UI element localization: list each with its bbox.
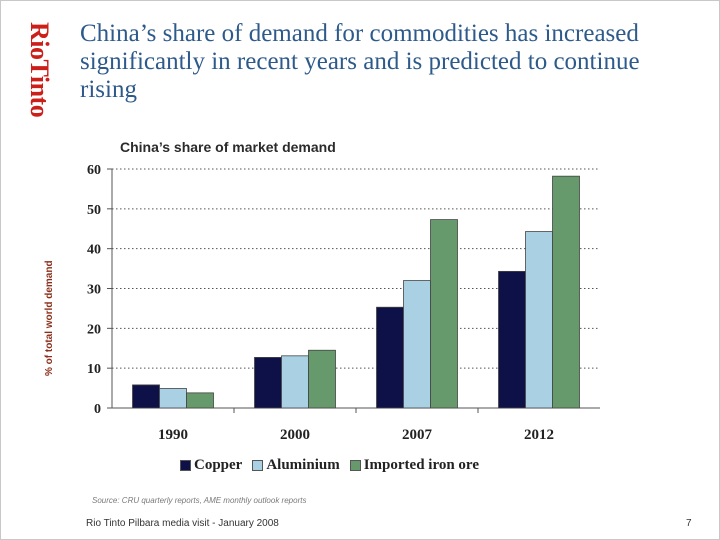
bar-aluminium-2012 (525, 231, 553, 409)
bar-aluminium-2007 (403, 280, 431, 409)
y-axis-label: % of total world demand (44, 260, 55, 376)
legend-label-iron-ore: Imported iron ore (363, 457, 479, 473)
legend-swatch-iron-ore (349, 460, 361, 471)
x-tick-label: 2012 (524, 427, 554, 443)
footer-text: Rio Tinto Pilbara media visit - January … (86, 518, 279, 529)
x-tick-label: 1990 (158, 427, 188, 443)
y-tick-label: 60 (87, 163, 101, 178)
source-note: Source: CRU quarterly reports, AME month… (92, 496, 307, 505)
y-tick-label: 20 (87, 322, 101, 337)
bar-aluminium-2000 (281, 355, 309, 409)
legend-item-iron-ore: Imported iron ore (349, 457, 479, 474)
y-tick-label: 30 (87, 283, 101, 298)
bar-copper-2007 (376, 306, 404, 409)
bar-copper-2000 (254, 357, 282, 409)
bar-imported-iron-ore-2007 (430, 219, 458, 409)
legend-item-aluminium: Aluminium (252, 457, 340, 474)
legend-item-copper: Copper (180, 457, 242, 474)
y-tick-label: 10 (87, 362, 101, 377)
legend-label-copper: Copper (194, 457, 243, 473)
legend-swatch-aluminium (252, 460, 264, 471)
bar-imported-iron-ore-2012 (552, 175, 580, 409)
y-tick-label: 0 (94, 402, 101, 417)
y-tick-label: 40 (87, 243, 101, 258)
legend-label-aluminium: Aluminium (266, 457, 340, 473)
bar-copper-1990 (132, 384, 160, 409)
page-number: 7 (686, 518, 692, 529)
x-tick-label: 2000 (280, 427, 310, 443)
chart-legend: Copper Aluminium Imported iron ore (180, 457, 479, 474)
y-tick-label: 50 (87, 203, 101, 218)
bar-imported-iron-ore-2000 (308, 349, 336, 409)
x-tick-label: 2007 (402, 427, 433, 443)
bar-imported-iron-ore-1990 (186, 392, 214, 409)
bar-copper-2012 (498, 270, 526, 409)
chart-title: China’s share of market demand (120, 139, 336, 155)
slide-title: China’s share of demand for commodities … (80, 20, 640, 103)
legend-swatch-copper (180, 460, 191, 471)
bar-aluminium-1990 (159, 388, 187, 409)
bar-chart: China’s share of market demand % of total… (44, 139, 600, 443)
